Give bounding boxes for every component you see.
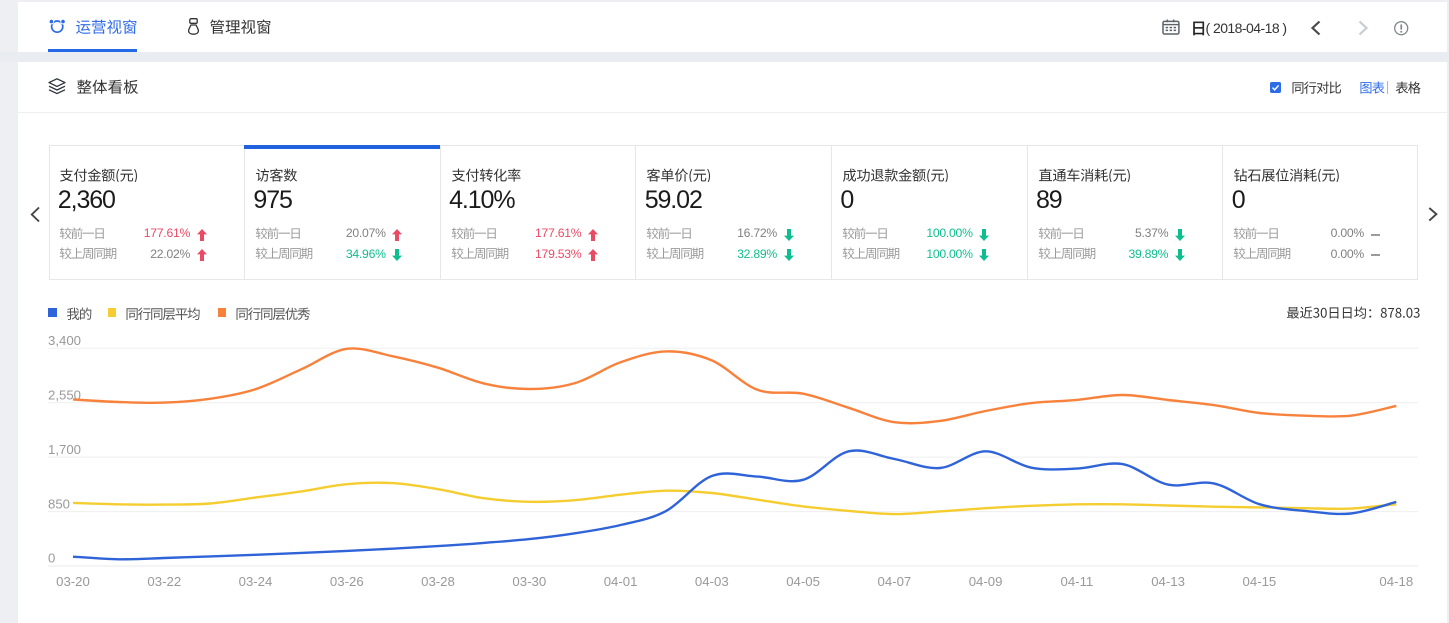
- svg-text:03-28: 03-28: [421, 574, 455, 589]
- svg-text:03-24: 03-24: [239, 574, 273, 589]
- svg-text:04-09: 04-09: [969, 574, 1003, 589]
- svg-text:03-26: 03-26: [330, 574, 364, 589]
- svg-text:04-01: 04-01: [604, 574, 638, 589]
- svg-text:04-18: 04-18: [1379, 574, 1413, 589]
- svg-text:0: 0: [48, 551, 55, 566]
- svg-text:04-05: 04-05: [786, 574, 820, 589]
- svg-text:04-15: 04-15: [1243, 574, 1277, 589]
- svg-text:03-30: 03-30: [512, 574, 546, 589]
- svg-text:2,550: 2,550: [48, 387, 81, 402]
- svg-text:3,400: 3,400: [48, 333, 81, 348]
- svg-text:04-13: 04-13: [1151, 574, 1185, 589]
- svg-text:850: 850: [48, 496, 70, 511]
- svg-text:04-03: 04-03: [695, 574, 729, 589]
- svg-text:1,700: 1,700: [48, 442, 81, 457]
- svg-text:03-22: 03-22: [147, 574, 181, 589]
- svg-text:04-07: 04-07: [878, 574, 912, 589]
- svg-text:04-11: 04-11: [1061, 574, 1094, 589]
- svg-text:03-20: 03-20: [56, 574, 90, 589]
